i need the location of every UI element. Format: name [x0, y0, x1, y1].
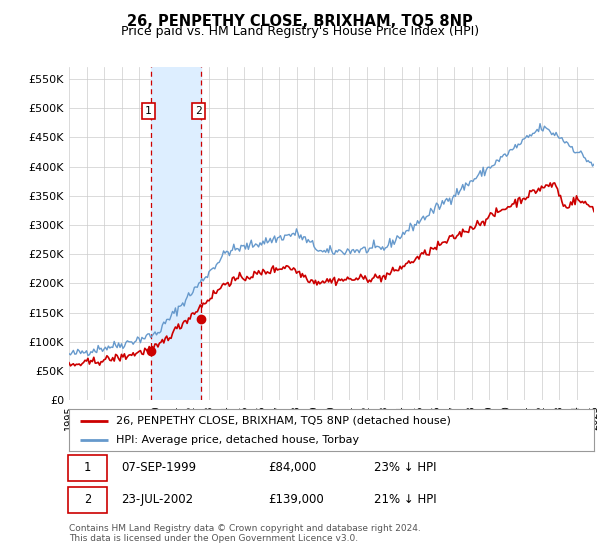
Text: 21% ↓ HPI: 21% ↓ HPI [373, 493, 436, 506]
FancyBboxPatch shape [68, 455, 107, 480]
Text: HPI: Average price, detached house, Torbay: HPI: Average price, detached house, Torb… [116, 435, 359, 445]
Text: Price paid vs. HM Land Registry's House Price Index (HPI): Price paid vs. HM Land Registry's House … [121, 25, 479, 38]
Text: 2: 2 [84, 493, 91, 506]
Text: £84,000: £84,000 [269, 461, 317, 474]
Text: 2: 2 [195, 106, 202, 116]
Text: £139,000: £139,000 [269, 493, 324, 506]
Text: 26, PENPETHY CLOSE, BRIXHAM, TQ5 8NP (detached house): 26, PENPETHY CLOSE, BRIXHAM, TQ5 8NP (de… [116, 416, 451, 426]
Text: 07-SEP-1999: 07-SEP-1999 [121, 461, 197, 474]
Text: 23-JUL-2002: 23-JUL-2002 [121, 493, 194, 506]
Text: 26, PENPETHY CLOSE, BRIXHAM, TQ5 8NP: 26, PENPETHY CLOSE, BRIXHAM, TQ5 8NP [127, 14, 473, 29]
FancyBboxPatch shape [68, 487, 107, 513]
Bar [151, 67, 201, 400]
Text: 23% ↓ HPI: 23% ↓ HPI [373, 461, 436, 474]
Text: 1: 1 [145, 106, 152, 116]
Text: 1: 1 [84, 461, 91, 474]
Text: Contains HM Land Registry data © Crown copyright and database right 2024.
This d: Contains HM Land Registry data © Crown c… [69, 524, 421, 543]
